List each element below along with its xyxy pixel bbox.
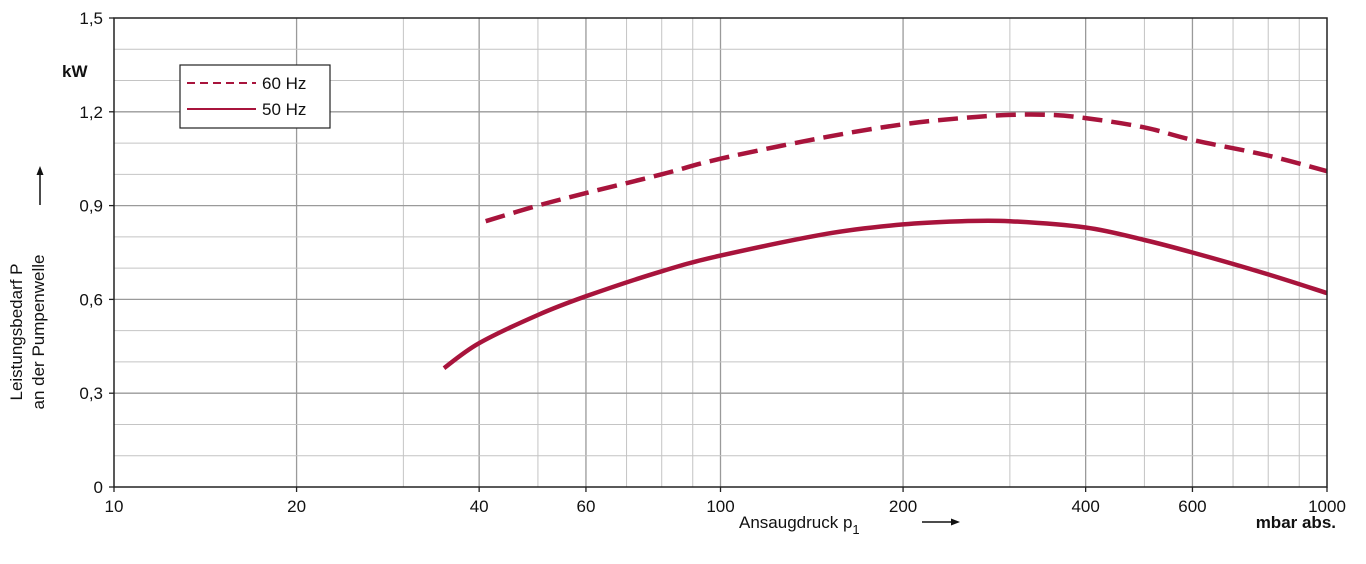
legend: 60 Hz 50 Hz (179, 64, 331, 129)
x-tick-label: 10 (105, 497, 124, 516)
y-tick-label: 1,5 (79, 9, 103, 28)
x-axis-arrow-icon (922, 518, 960, 526)
y-axis-arrow-icon (36, 166, 44, 205)
y-tick-label: 0 (94, 478, 103, 497)
legend-label-50hz: 50 Hz (262, 100, 306, 119)
x-tick-label: 100 (706, 497, 734, 516)
series-line-60hz (485, 112, 1328, 224)
x-tick-label: 40 (470, 497, 489, 516)
x-tick-label: 200 (889, 497, 917, 516)
y-tick-label: 1,2 (79, 103, 103, 122)
x-tick-label: 600 (1178, 497, 1206, 516)
y-tick-labels: 0 0,3 0,6 0,9 1,2 1,5 (79, 9, 114, 497)
x-unit-label: mbar abs. (1256, 513, 1336, 532)
x-tick-labels: 10 20 40 60 100 200 400 600 1000 (105, 487, 1346, 516)
x-tick-label: 60 (576, 497, 595, 516)
x-tick-label: 1000 (1308, 497, 1346, 516)
grid-lines (114, 18, 1327, 487)
x-tick-label: 400 (1071, 497, 1099, 516)
legend-label-60hz: 60 Hz (262, 74, 306, 93)
y-axis-title-line1: Leistungsbedarf P (7, 263, 26, 400)
y-axis-title-line2: an der Pumpenwelle (29, 255, 48, 410)
y-unit-label: kW (62, 62, 88, 81)
y-tick-label: 0,9 (79, 197, 103, 216)
x-axis-title-text: Ansaugdruck p1 (739, 513, 860, 537)
y-axis-title: Leistungsbedarf P an der Pumpenwelle (7, 166, 48, 409)
y-tick-label: 0,6 (79, 290, 103, 309)
y-tick-label: 0,3 (79, 384, 103, 403)
series-line-50hz (442, 218, 1328, 371)
x-axis-title: Ansaugdruck p1 (739, 513, 960, 537)
series-group (442, 112, 1328, 371)
legend-box (179, 64, 331, 129)
x-tick-label: 20 (287, 497, 306, 516)
